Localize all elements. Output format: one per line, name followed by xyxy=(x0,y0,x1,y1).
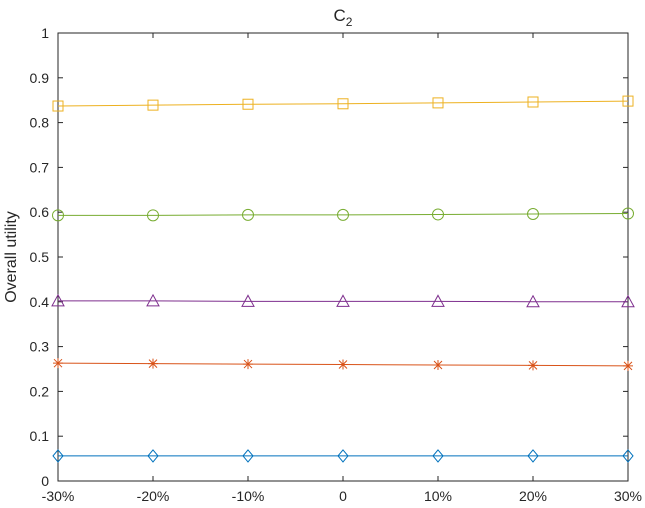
x-tick-label: -10% xyxy=(232,488,265,504)
circle-marker xyxy=(337,208,349,221)
x-tick-label: 20% xyxy=(519,488,547,504)
x-tick-label: 30% xyxy=(614,488,642,504)
x-tick-label: -20% xyxy=(137,488,170,504)
y-tick-label: 0.6 xyxy=(30,204,50,220)
y-tick-label: 1 xyxy=(41,25,49,41)
diamond-marker xyxy=(337,449,349,463)
diamond-marker xyxy=(52,449,64,463)
triangle-marker xyxy=(146,293,160,307)
triangle-marker xyxy=(621,294,635,308)
series-line-circle xyxy=(58,213,629,216)
asterisk-marker xyxy=(338,359,348,370)
circle-marker xyxy=(432,208,444,221)
diamond-marker xyxy=(242,449,254,463)
asterisk-marker xyxy=(243,359,253,370)
circle-marker xyxy=(52,209,64,222)
circle-marker xyxy=(242,208,254,221)
y-tick-label: 0.2 xyxy=(30,383,50,399)
triangle-marker xyxy=(51,293,65,307)
triangle-marker xyxy=(526,294,540,308)
square-marker xyxy=(622,95,634,107)
circle-marker xyxy=(147,209,159,222)
square-marker xyxy=(527,96,539,108)
asterisk-marker xyxy=(623,360,633,371)
diamond-marker xyxy=(527,449,539,463)
y-tick-label: 0.3 xyxy=(30,339,50,355)
square-marker xyxy=(337,98,349,110)
asterisk-marker xyxy=(528,360,538,371)
triangle-marker xyxy=(241,294,255,307)
plot-area: 0 0.1 0.2 0.3 0.4 0.5 0.6 0.7 0.8 0.9 1 -30% -20% -10… xyxy=(30,25,642,504)
square-marker xyxy=(242,98,254,110)
y-tick-label: 0.8 xyxy=(30,115,50,131)
triangle-marker xyxy=(336,294,350,307)
x-tick-label: 0 xyxy=(339,488,347,504)
y-tick-label: 0.7 xyxy=(30,159,50,175)
x-tick-label: -30% xyxy=(42,488,75,504)
series-line-square xyxy=(57,100,629,107)
y-tick-label: 0.4 xyxy=(30,294,50,310)
asterisk-marker xyxy=(148,358,158,369)
diamond-marker xyxy=(432,449,444,463)
axes-box xyxy=(57,32,629,482)
x-tick-label: 10% xyxy=(424,488,452,504)
square-marker xyxy=(432,97,444,109)
circle-marker xyxy=(622,207,634,220)
asterisk-marker xyxy=(53,358,63,369)
circle-marker xyxy=(527,207,539,220)
triangle-marker xyxy=(431,294,445,307)
diamond-marker xyxy=(147,449,159,463)
chart-title: C2 xyxy=(334,6,353,29)
asterisk-marker xyxy=(433,359,443,370)
square-marker xyxy=(147,99,159,111)
y-tick-label: 0.1 xyxy=(30,428,50,444)
series-line-triangle xyxy=(58,300,628,303)
y-tick-label: 0.9 xyxy=(30,70,50,86)
diamond-marker xyxy=(622,449,634,463)
square-marker xyxy=(52,100,64,112)
y-tick-label: 0.5 xyxy=(30,249,50,265)
y-tick-label: 0 xyxy=(41,473,49,489)
y-axis-title: Overall utility xyxy=(3,211,20,303)
